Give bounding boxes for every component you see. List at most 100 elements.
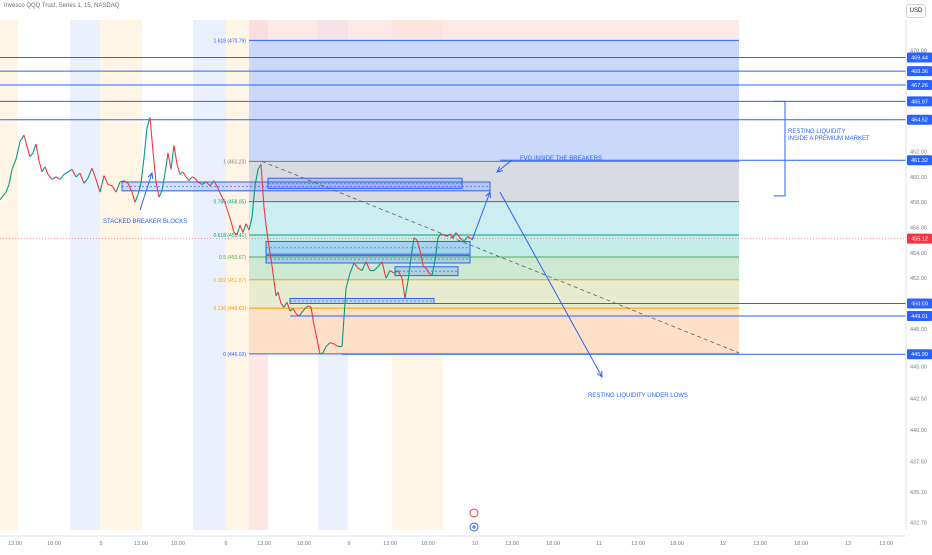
- x-tick-label: 13:00: [383, 541, 397, 547]
- price-segment: [8, 169, 13, 185]
- price-segment: [377, 261, 383, 268]
- y-tick-label: 450.00: [910, 301, 927, 307]
- y-tick-label: 440.00: [910, 428, 927, 434]
- price-segment: [63, 171, 69, 175]
- liquidity-bracket: [774, 100, 786, 197]
- y-tick-label: 462.00: [910, 150, 927, 156]
- price-segment: [393, 270, 399, 274]
- price-segment: [277, 291, 282, 304]
- price-segment: [5, 184, 10, 193]
- price-segment: [107, 183, 113, 187]
- price-segment: [260, 164, 265, 208]
- level-tag: [907, 80, 932, 91]
- price-segment: [155, 181, 160, 198]
- x-tick-label: 5: [99, 541, 102, 547]
- price-segment: [248, 217, 253, 231]
- fib-zone: [249, 40, 739, 162]
- price-segment: [385, 270, 391, 279]
- price-segment: [26, 146, 31, 157]
- price-segment: [233, 232, 238, 236]
- fib-label: 1.618 (470.79): [213, 38, 246, 44]
- price-segment: [47, 174, 53, 180]
- y-tick-label: 460.00: [910, 175, 927, 181]
- x-tick-label: 12: [720, 541, 726, 547]
- price-segment: [111, 185, 117, 193]
- price-segment: [173, 145, 178, 165]
- price-segment: [224, 202, 229, 213]
- x-tick-label: 18:00: [171, 541, 185, 547]
- price-segment: [298, 311, 303, 317]
- fib-label: 0.382 (451.87): [213, 278, 246, 284]
- price-segment: [41, 166, 46, 173]
- price-segment: [164, 152, 169, 174]
- price-segment: [467, 235, 472, 240]
- price-segment: [35, 143, 40, 161]
- price-segment: [79, 172, 85, 184]
- x-tick-label: 18:00: [546, 541, 560, 547]
- fib-label: 0.5 (453.67): [219, 255, 246, 261]
- price-segment: [213, 180, 219, 189]
- x-tick-label: 11: [596, 541, 602, 547]
- x-tick-label: 9: [347, 541, 350, 547]
- x-tick-label: 13:00: [753, 541, 767, 547]
- price-segment: [316, 338, 321, 355]
- price-segment: [197, 181, 203, 185]
- price-segment: [146, 117, 151, 128]
- y-tick-label: 442.50: [910, 396, 927, 402]
- fibonacci-lines: 1.618 (470.79) 1 (461.23) 0.786 (458.05) 0.…: [213, 38, 739, 358]
- level-label: 445.99: [911, 352, 928, 358]
- y-tick-label: 437.50: [910, 460, 927, 466]
- x-tick-label: 13:00: [8, 541, 22, 547]
- price-segment: [227, 212, 232, 222]
- level-label: 467.26: [911, 83, 928, 89]
- price-segment: [446, 233, 451, 237]
- fib-zone: [249, 161, 739, 202]
- level-label: 449.01: [911, 314, 928, 320]
- price-segment: [87, 167, 93, 179]
- x-tick-label: 18:00: [47, 541, 61, 547]
- y-tick-label: 435.10: [910, 490, 927, 496]
- arrow-breaker-label: [139, 172, 153, 211]
- price-segment: [341, 288, 347, 347]
- price-segment: [182, 171, 187, 178]
- price-segment: [304, 305, 309, 309]
- x-tick-label: 13:00: [879, 541, 893, 547]
- fibonacci-zones: [249, 20, 739, 354]
- price-series: [0, 117, 475, 355]
- price-segment: [263, 207, 267, 226]
- price-segment: [29, 152, 34, 158]
- price-segment: [134, 194, 139, 203]
- price-segment: [103, 175, 109, 185]
- price-segment: [59, 174, 65, 180]
- x-tick-label: 13:00: [505, 541, 519, 547]
- price-segment: [422, 265, 427, 269]
- price-segment: [221, 196, 226, 203]
- price-segment: [176, 164, 181, 175]
- alert-icon: [469, 508, 479, 518]
- price-segment: [440, 233, 445, 236]
- x-tick-label: 13:00: [257, 541, 271, 547]
- price-segment: [289, 308, 294, 312]
- price-segment: [397, 270, 403, 279]
- level-label: 465.97: [911, 99, 928, 105]
- price-segment: [329, 342, 335, 345]
- symbol-title: Invesco QQQ Trust, Series 1, 15, NASDAQ: [4, 3, 120, 9]
- price-segment: [236, 224, 241, 236]
- price-segment: [425, 267, 430, 274]
- arrow-to-fvg: [471, 191, 491, 241]
- price-segment: [170, 145, 175, 170]
- y-tick-label: 452.00: [910, 276, 927, 282]
- currency-button[interactable]: USD: [906, 4, 926, 18]
- price-segment: [307, 305, 312, 308]
- price-segment: [239, 224, 244, 233]
- price-segment: [0, 195, 4, 201]
- x-tick-label: 13:00: [134, 541, 148, 547]
- price-segment: [265, 224, 269, 241]
- price-segment: [55, 176, 61, 180]
- price-segment: [464, 236, 469, 241]
- price-segment: [149, 117, 154, 152]
- annotation-text: RESTING LIQUIDITY UNDER LOWS: [588, 393, 688, 399]
- level-tag: [907, 311, 932, 322]
